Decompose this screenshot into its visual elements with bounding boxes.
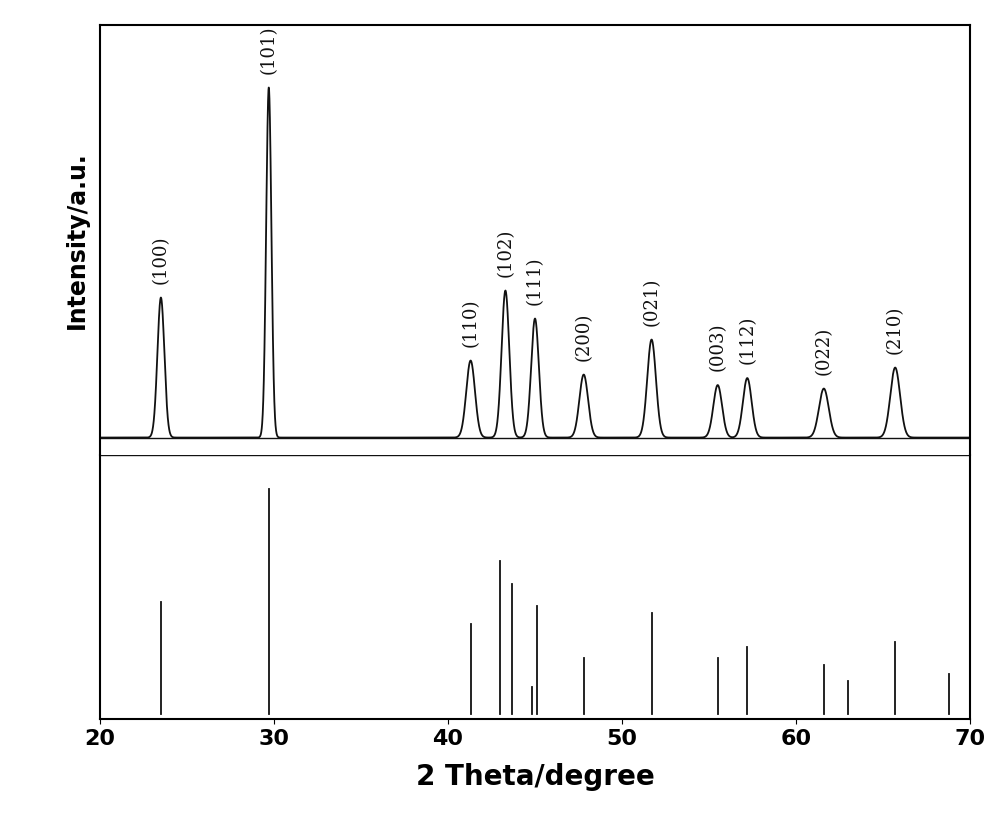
Text: (022): (022) xyxy=(815,326,833,374)
Text: (021): (021) xyxy=(643,277,661,325)
Text: (112): (112) xyxy=(738,315,756,364)
Text: (100): (100) xyxy=(152,235,170,283)
Text: (110): (110) xyxy=(462,298,480,346)
Text: (210): (210) xyxy=(886,306,904,354)
Y-axis label: Intensity/a.u.: Intensity/a.u. xyxy=(65,151,89,328)
X-axis label: 2 Theta/degree: 2 Theta/degree xyxy=(416,762,654,791)
Text: (102): (102) xyxy=(496,228,514,276)
Text: (200): (200) xyxy=(575,312,593,360)
Text: (101): (101) xyxy=(260,25,278,74)
Text: (003): (003) xyxy=(709,323,727,371)
Text: (111): (111) xyxy=(526,256,544,305)
